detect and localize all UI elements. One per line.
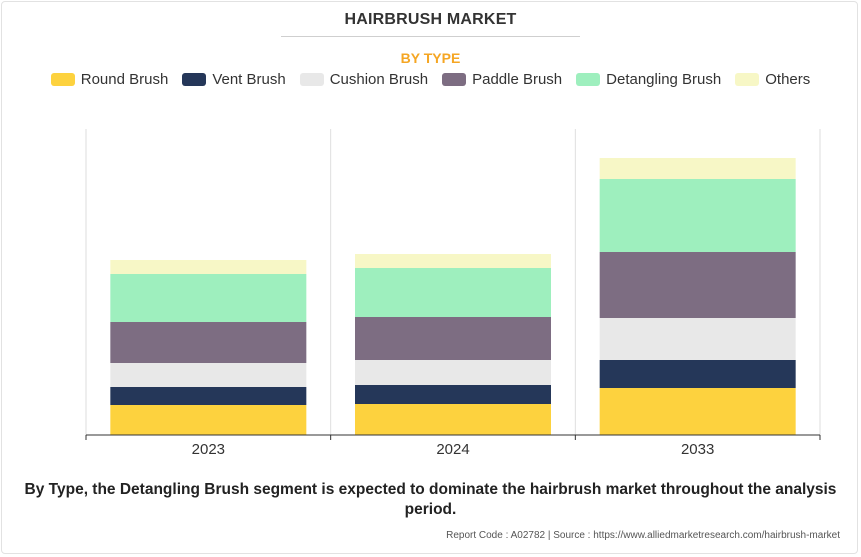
legend-swatch [182, 73, 207, 86]
bar-paddle-brush-2023 [110, 322, 307, 363]
bar-round-brush-2023 [110, 405, 307, 435]
bar-cushion-brush-2024 [355, 360, 551, 385]
legend-item-cushion-brush: Cushion Brush [299, 71, 429, 88]
legend-label: Vent Brush [212, 71, 286, 88]
bar-paddle-brush-2024 [355, 317, 551, 360]
bar-round-brush-2033 [599, 388, 796, 435]
bar-paddle-brush-2033 [599, 252, 796, 318]
bar-cushion-brush-2033 [599, 318, 796, 360]
legend-label: Cushion Brush [329, 71, 429, 88]
legend-swatch [576, 73, 601, 86]
chart-subtitle: BY TYPE [400, 50, 461, 66]
legend-item-detangling-brush: Detangling Brush [576, 71, 721, 88]
legend-swatch [735, 73, 760, 86]
legend-item-others: Others [735, 71, 810, 88]
bar-vent-brush-2033 [599, 360, 796, 388]
chart-title: HAIRBRUSH MARKET [344, 11, 517, 28]
legend-label: Round Brush [80, 71, 169, 88]
legend-swatch [50, 73, 75, 86]
legend: Round Brush Vent Brush Cushion Brush Paddle… [0, 71, 861, 88]
bar-detangling-brush-2033 [599, 179, 796, 252]
x-tick-label-2024: 2024 [436, 441, 469, 458]
bar-vent-brush-2023 [110, 387, 307, 405]
bar-others-2033 [599, 158, 796, 179]
bar-vent-brush-2024 [355, 385, 551, 404]
legend-label: Paddle Brush [472, 71, 563, 88]
legend-item-vent-brush: Vent Brush [182, 71, 286, 88]
x-tick-label-2033: 2033 [681, 441, 714, 458]
bar-detangling-brush-2023 [110, 274, 307, 322]
legend-swatch [442, 73, 467, 86]
source-credit: Report Code : A02782 | Source : https://… [446, 530, 840, 541]
legend-swatch [299, 73, 324, 86]
bar-round-brush-2024 [355, 404, 551, 435]
bar-cushion-brush-2023 [110, 363, 307, 387]
legend-label: Detangling Brush [606, 71, 722, 88]
bar-others-2023 [110, 260, 307, 274]
footnote: By Type, the Detangling Brush segment is… [24, 481, 837, 518]
x-tick-label-2023: 2023 [192, 441, 225, 458]
bar-detangling-brush-2024 [355, 268, 551, 317]
stacked-bar-chart: 2023 2024 2033 [85, 129, 821, 458]
legend-label: Others [765, 71, 811, 88]
legend-item-round-brush: Round Brush [50, 71, 169, 88]
bar-others-2024 [355, 254, 551, 268]
legend-item-paddle-brush: Paddle Brush [442, 71, 562, 88]
title-divider [281, 36, 580, 37]
